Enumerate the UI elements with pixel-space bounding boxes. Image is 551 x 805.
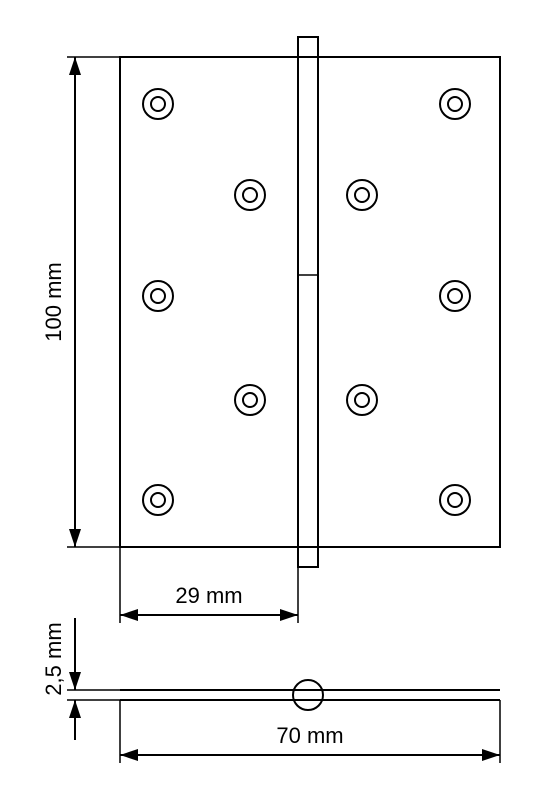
dimension-label: 70 mm [276,723,343,748]
dimension-label: 2,5 mm [41,622,66,695]
dimension-label: 29 mm [175,583,242,608]
hinge-dimension-diagram: 100 mm 29 mm 2,5 mm 70 mm [0,0,551,805]
dimension-label: 100 mm [41,262,66,341]
